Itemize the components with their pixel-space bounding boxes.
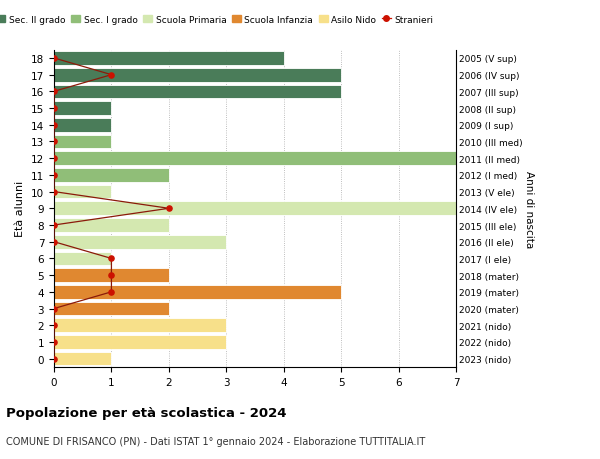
Point <box>49 222 59 229</box>
Bar <box>54 252 112 266</box>
Point <box>49 322 59 329</box>
Point <box>107 72 116 79</box>
Point <box>49 189 59 196</box>
Bar <box>54 269 169 282</box>
Legend: Sec. II grado, Sec. I grado, Scuola Primaria, Scuola Infanzia, Asilo Nido, Stran: Sec. II grado, Sec. I grado, Scuola Prim… <box>0 14 435 27</box>
Bar <box>54 102 112 116</box>
Bar <box>54 352 112 366</box>
Bar <box>54 302 169 316</box>
Bar <box>54 202 456 216</box>
Point <box>49 339 59 346</box>
Bar <box>54 235 226 249</box>
Point <box>107 289 116 296</box>
Point <box>164 205 173 213</box>
Bar <box>54 69 341 82</box>
Point <box>49 55 59 62</box>
Bar <box>54 336 226 349</box>
Bar <box>54 152 456 166</box>
Y-axis label: Età alunni: Età alunni <box>16 181 25 237</box>
Bar <box>54 52 284 66</box>
Bar <box>54 85 341 99</box>
Bar <box>54 218 169 232</box>
Bar <box>54 135 112 149</box>
Point <box>49 155 59 162</box>
Point <box>49 172 59 179</box>
Point <box>49 139 59 146</box>
Point <box>107 255 116 263</box>
Bar <box>54 285 341 299</box>
Text: Popolazione per età scolastica - 2024: Popolazione per età scolastica - 2024 <box>6 406 287 419</box>
Y-axis label: Anni di nascita: Anni di nascita <box>524 170 533 247</box>
Point <box>49 355 59 363</box>
Text: COMUNE DI FRISANCO (PN) - Dati ISTAT 1° gennaio 2024 - Elaborazione TUTTITALIA.I: COMUNE DI FRISANCO (PN) - Dati ISTAT 1° … <box>6 436 425 446</box>
Bar <box>54 119 112 132</box>
Point <box>49 105 59 112</box>
Point <box>49 239 59 246</box>
Bar <box>54 319 226 332</box>
Point <box>49 122 59 129</box>
Bar <box>54 185 112 199</box>
Point <box>49 305 59 313</box>
Point <box>49 89 59 96</box>
Bar <box>54 168 169 182</box>
Point <box>107 272 116 279</box>
